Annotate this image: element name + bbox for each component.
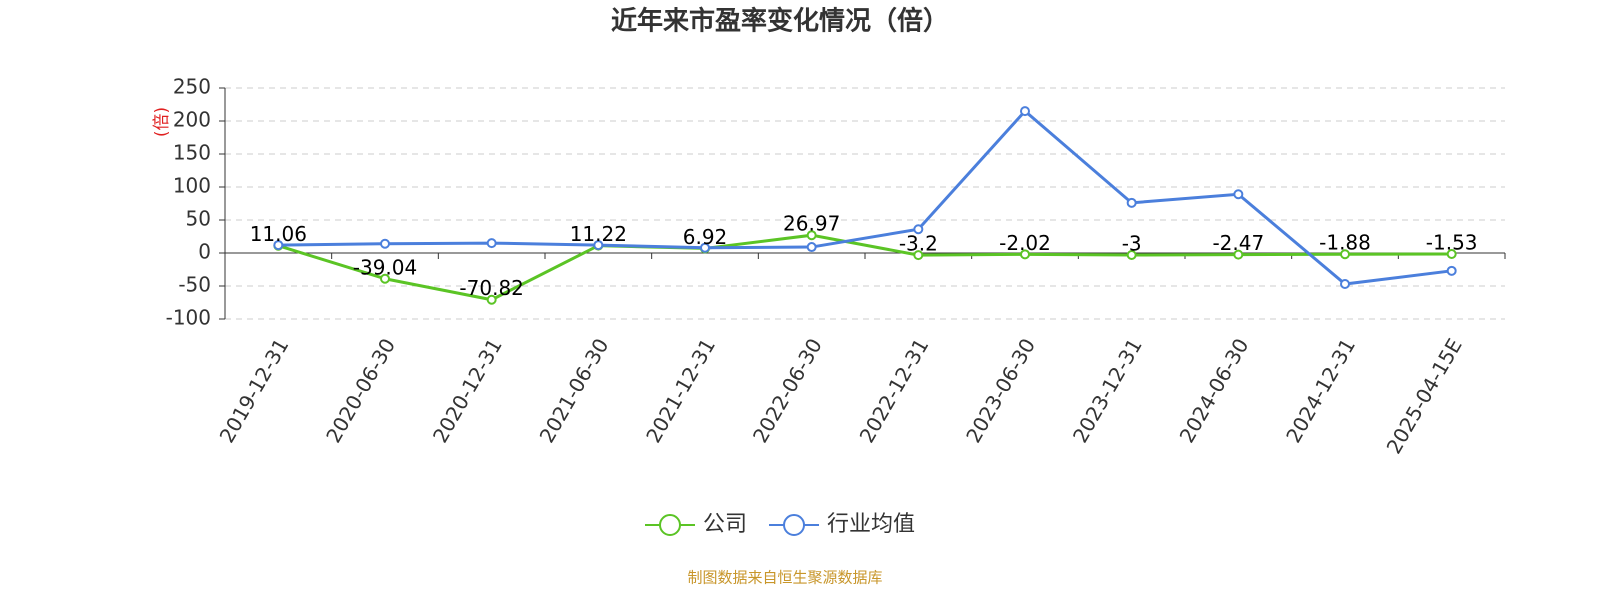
x-tick-label: 2023-12-31	[1068, 334, 1147, 447]
chart-title: 近年来市盈率变化情况（倍）	[611, 6, 949, 37]
data-label: -39.04	[353, 255, 417, 279]
x-tick-label: 2024-06-30	[1175, 334, 1254, 447]
data-point	[1020, 249, 1030, 260]
x-tick-label: 2021-06-30	[535, 334, 614, 447]
x-tick-label: 2021-12-31	[641, 334, 720, 447]
data-label: 6.92	[683, 225, 728, 249]
series-line	[278, 109, 1452, 286]
data-point	[1126, 197, 1137, 208]
data-point	[486, 294, 497, 305]
legend-item[interactable]: 公司	[645, 512, 747, 537]
data-point	[1340, 279, 1350, 290]
y-tick-label: 150	[173, 141, 211, 165]
data-point	[1446, 249, 1457, 260]
x-tick-label: 2020-12-31	[428, 334, 507, 447]
data-point	[913, 224, 924, 235]
x-tick-label: 2025-04-15E	[1382, 334, 1467, 458]
x-tick-label: 2023-06-30	[961, 334, 1040, 447]
y-tick-label: 50	[186, 207, 211, 231]
data-label: -1.53	[1426, 231, 1478, 255]
data-point	[806, 242, 817, 253]
y-tick-label: 250	[173, 75, 211, 99]
data-point	[700, 242, 710, 253]
x-tick-label: 2024-12-31	[1281, 334, 1360, 447]
data-label: -3	[1122, 231, 1142, 255]
data-point	[806, 230, 817, 241]
legend-marker	[659, 514, 681, 536]
y-tick-label: -100	[166, 306, 211, 330]
data-label: -2.02	[999, 231, 1051, 255]
y-tick-label: -50	[178, 273, 211, 297]
legend-label: 公司	[703, 512, 747, 537]
data-point	[380, 273, 390, 284]
data-label: 11.22	[570, 222, 627, 246]
legend-item[interactable]: 行业均值	[769, 512, 915, 537]
data-point	[1126, 249, 1137, 260]
y-tick-label: 0	[198, 240, 211, 264]
data-label: -1.88	[1319, 231, 1371, 255]
x-tick-label: 2020-06-30	[321, 334, 400, 447]
legend-label: 行业均值	[827, 512, 915, 537]
data-point	[913, 250, 924, 261]
data-label: -70.82	[459, 276, 523, 300]
x-tick-label: 2022-06-30	[748, 334, 827, 447]
data-label: 26.97	[783, 212, 840, 236]
data-point	[1233, 189, 1244, 200]
series-line	[277, 233, 1452, 302]
data-label: -2.47	[1212, 231, 1264, 255]
data-label: 11.06	[250, 222, 307, 246]
data-point	[593, 240, 604, 251]
data-point	[380, 238, 390, 249]
y-axis-label: (倍)	[152, 107, 172, 137]
data-label: -3.2	[899, 232, 938, 256]
source-note: 制图数据来自恒生聚源数据库	[687, 569, 882, 587]
legend-marker	[783, 514, 806, 536]
data-point	[1020, 106, 1030, 117]
data-point	[1446, 265, 1457, 276]
data-point	[486, 238, 497, 249]
x-tick-label: 2019-12-31	[215, 334, 294, 447]
y-tick-label: 100	[173, 174, 211, 198]
y-tick-label: 200	[173, 108, 211, 132]
data-point	[273, 240, 284, 251]
data-point	[1340, 249, 1350, 260]
x-tick-label: 2022-12-31	[855, 334, 934, 447]
data-point	[1233, 249, 1244, 260]
